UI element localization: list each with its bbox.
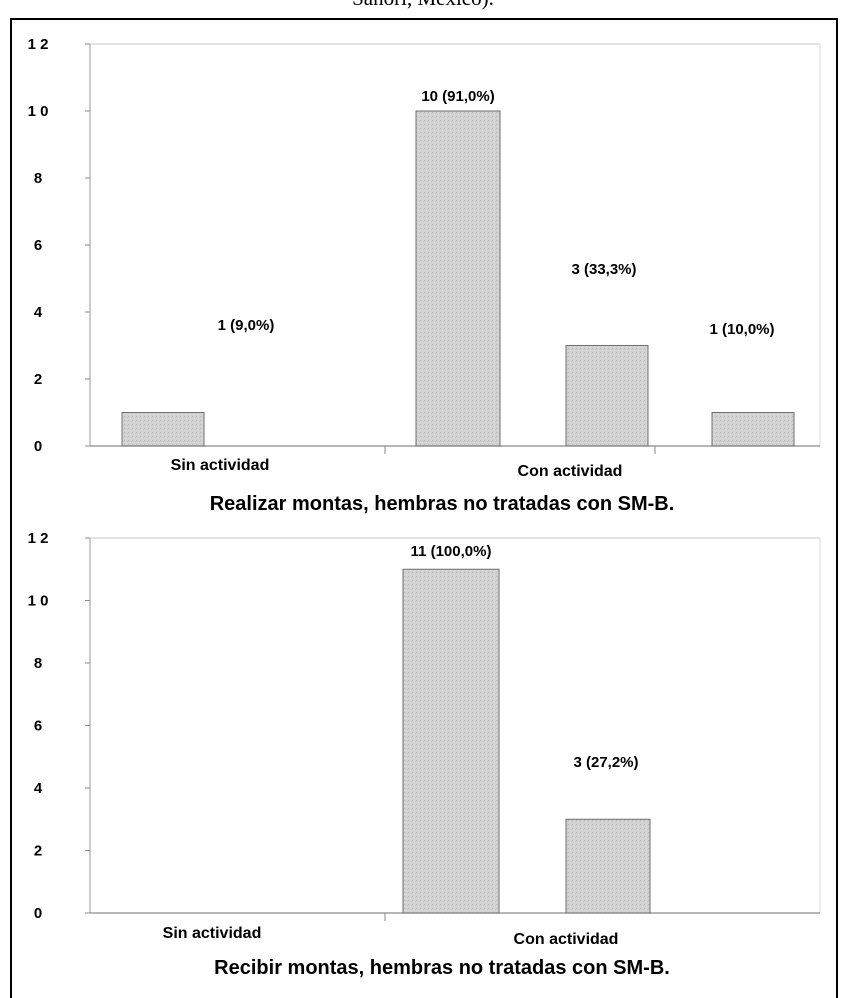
bar-data-label: 10 (91,0%) — [421, 88, 494, 105]
y-tick-label: 6 — [34, 718, 42, 735]
x-category-label: Sin actividad — [171, 457, 270, 474]
x-category-label: Con actividad — [514, 931, 619, 948]
y-tick-label: 4 — [34, 304, 43, 321]
bar — [712, 413, 794, 447]
y-tick-label: 1 2 — [28, 36, 49, 53]
chart-title: Realizar montas, hembras no tratadas con… — [210, 493, 675, 515]
x-category-label: Con actividad — [518, 463, 623, 480]
y-tick-label: 6 — [34, 237, 42, 254]
bar — [566, 819, 650, 913]
bar — [566, 346, 648, 447]
bar-data-label: 1 (10,0%) — [709, 321, 774, 338]
bar — [416, 111, 500, 446]
y-tick-label: 1 0 — [28, 103, 49, 120]
bar — [122, 413, 204, 447]
bar-data-label: 11 (100,0%) — [411, 543, 492, 560]
y-tick-label: 4 — [34, 780, 43, 797]
y-tick-label: 1 0 — [28, 593, 49, 610]
y-tick-label: 0 — [34, 438, 42, 455]
chart-title: Recibir montas, hembras no tratadas con … — [214, 957, 670, 979]
y-tick-label: 8 — [34, 170, 42, 187]
bar-data-label: 3 (27,2%) — [573, 754, 638, 771]
x-category-label: Sin actividad — [163, 925, 262, 942]
bar — [403, 569, 499, 913]
y-tick-label: 1 2 — [28, 530, 49, 547]
y-tick-label: 0 — [34, 905, 42, 922]
y-tick-label: 2 — [34, 843, 42, 860]
bar-data-label: 1 (9,0%) — [218, 317, 275, 334]
bar-data-label: 3 (33,3%) — [571, 261, 636, 278]
y-tick-label: 8 — [34, 655, 42, 672]
y-tick-label: 2 — [34, 371, 42, 388]
